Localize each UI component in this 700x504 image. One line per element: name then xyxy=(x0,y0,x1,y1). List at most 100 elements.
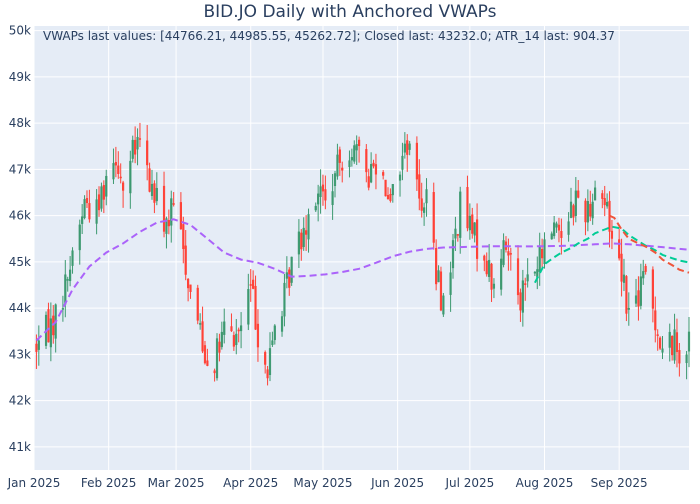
candle-body xyxy=(117,165,120,175)
candle-decreasing xyxy=(406,134,409,172)
candle-body xyxy=(201,321,204,352)
candle-body xyxy=(283,282,286,317)
candle-decreasing xyxy=(162,171,166,238)
candle-increasing xyxy=(336,143,339,180)
candle-decreasing xyxy=(266,365,269,386)
candle-decreasing xyxy=(675,318,679,368)
candle-body xyxy=(256,323,260,348)
candle-body xyxy=(403,143,406,153)
candle-increasing xyxy=(533,271,536,277)
candle-body xyxy=(555,223,558,228)
candle-decreasing xyxy=(122,180,125,208)
candle-increasing xyxy=(425,178,428,217)
candle-decreasing xyxy=(507,238,510,271)
candle-increasing xyxy=(423,202,426,226)
candle-body xyxy=(232,335,235,347)
y-tick-label: 41k xyxy=(9,440,31,454)
candle-increasing xyxy=(49,302,52,362)
candle-increasing xyxy=(468,203,471,240)
y-tick-label: 47k xyxy=(9,162,31,176)
candle-decreasing xyxy=(386,187,390,200)
candle-increasing xyxy=(95,189,98,235)
candle-body xyxy=(550,233,553,240)
candle-increasing xyxy=(634,278,638,307)
candle-body xyxy=(389,194,392,201)
candle-increasing xyxy=(687,316,691,368)
candle-body xyxy=(182,224,185,250)
candle-body xyxy=(114,162,117,166)
candle-body xyxy=(172,203,175,205)
candle-decreasing xyxy=(384,179,387,197)
candle-body xyxy=(569,201,573,218)
candle-decreasing xyxy=(435,239,438,291)
candle-decreasing xyxy=(577,180,580,199)
candle-body xyxy=(591,201,594,219)
candle-body xyxy=(651,269,654,309)
candle-body xyxy=(49,318,52,348)
candle-body xyxy=(290,256,293,283)
candle-increasing xyxy=(307,208,310,253)
candle-decreasing xyxy=(589,190,592,222)
candle-body xyxy=(678,350,681,364)
candle-decreasing xyxy=(148,162,151,193)
candle-increasing xyxy=(105,169,108,206)
candle-body xyxy=(543,239,546,265)
candle-body xyxy=(466,187,469,229)
plot-area xyxy=(34,26,689,470)
candle-decreasing xyxy=(321,174,325,206)
candle-body xyxy=(384,179,387,197)
candle-increasing xyxy=(283,273,286,327)
candle-body xyxy=(249,284,252,286)
candle-body xyxy=(483,255,486,261)
candle-body xyxy=(235,333,238,346)
candle-body xyxy=(333,173,337,186)
candle-body xyxy=(341,167,344,171)
candle-increasing xyxy=(273,324,276,345)
candle-body xyxy=(589,203,592,217)
candle-body xyxy=(187,278,190,289)
candle-increasing xyxy=(401,142,404,181)
x-tick-label: Jun 2025 xyxy=(370,476,424,490)
candle-body xyxy=(675,332,679,352)
candle-decreasing xyxy=(252,270,255,290)
candle-decreasing xyxy=(172,192,175,207)
candle-body xyxy=(150,183,154,196)
candle-increasing xyxy=(627,292,630,326)
candle-decreasing xyxy=(367,168,370,191)
candle-increasing xyxy=(112,148,115,185)
candle-body xyxy=(297,231,300,255)
candle-increasing xyxy=(223,308,226,344)
candle-decreasing xyxy=(456,233,459,242)
candle-body xyxy=(541,249,544,259)
candle-increasing xyxy=(302,217,305,251)
candle-decreasing xyxy=(206,348,209,367)
candle-decreasing xyxy=(471,207,474,239)
candle-decreasing xyxy=(365,144,368,183)
candle-decreasing xyxy=(88,189,91,223)
candle-body xyxy=(516,258,520,296)
candle-increasing xyxy=(100,182,103,212)
candle-body xyxy=(574,190,577,216)
gridlines xyxy=(33,26,689,470)
candle-body xyxy=(485,260,488,275)
candle-body xyxy=(102,185,105,200)
candle-increasing xyxy=(247,273,250,331)
candle-body xyxy=(490,263,493,290)
candle-increasing xyxy=(569,187,573,219)
candle-decreasing xyxy=(153,180,156,214)
candle-increasing xyxy=(591,193,594,225)
candle-body xyxy=(271,340,274,345)
candle-decreasing xyxy=(182,216,185,264)
candle-body xyxy=(620,253,623,282)
candle-increasing xyxy=(403,132,406,159)
candle-decreasing xyxy=(249,269,252,302)
candle-body xyxy=(432,192,435,243)
candle-body xyxy=(437,270,440,283)
y-tick-label: 48k xyxy=(9,116,31,130)
candle-body xyxy=(572,205,575,218)
candle-body xyxy=(644,265,647,272)
candle-increasing xyxy=(71,247,74,274)
candle-increasing xyxy=(131,135,134,163)
candle-body xyxy=(273,325,276,341)
candle-increasing xyxy=(449,261,452,312)
